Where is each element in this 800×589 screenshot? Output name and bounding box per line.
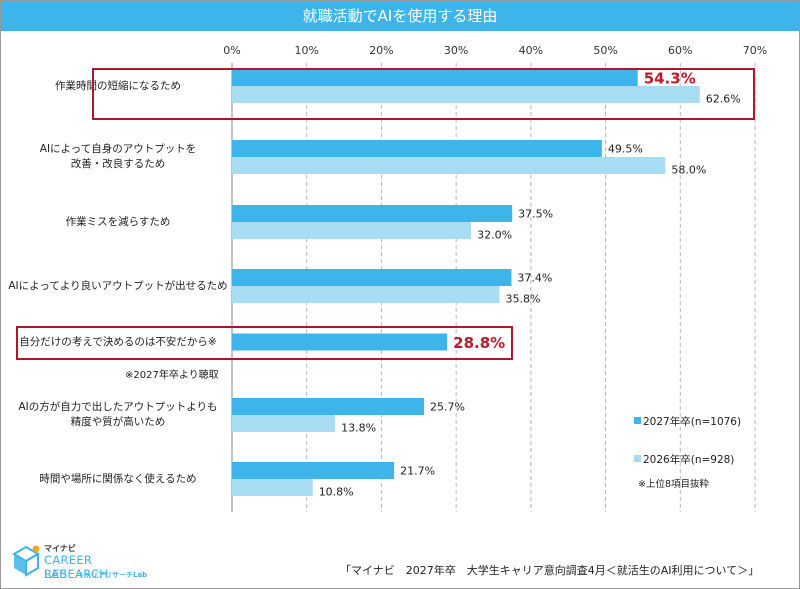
data-label-2027: 28.8% (453, 334, 505, 352)
data-label-2026: 10.8% (319, 486, 354, 499)
logo-cube-icon (12, 545, 40, 577)
legend-label-2027: 2027年卒(n=1076) (643, 416, 742, 428)
data-label-2026: 32.0% (477, 229, 512, 242)
bar-2027 (232, 205, 513, 222)
bar-2027 (232, 462, 395, 479)
data-label-2026: 58.0% (671, 164, 706, 177)
bar-2027 (232, 269, 512, 286)
data-label-2026: 13.8% (341, 422, 376, 435)
bar-2026 (232, 86, 700, 103)
logo-sub-text: キャリアリサーチLab (77, 571, 148, 579)
category-note: ※2027年卒より聴取 (125, 370, 219, 381)
x-tick-label: 0% (223, 44, 240, 57)
category-label: 作業時間の短縮になるため (55, 79, 181, 92)
chart-title: 就職活動でAIを使用する理由 (1, 1, 799, 31)
data-label-2027: 21.7% (400, 465, 435, 478)
highlight-box-0 (92, 68, 755, 120)
data-label-2027: 49.5% (608, 143, 643, 156)
x-tick-label: 60% (668, 44, 692, 57)
category-label: AIによってより良いアウトプットが出せるため (8, 279, 228, 292)
data-label-2027: 54.3% (644, 70, 696, 88)
bar-2026 (232, 157, 666, 174)
bar-2027 (232, 398, 425, 415)
legend-label-2026: 2026年卒(n=928) (643, 454, 735, 466)
x-tick-label: 10% (294, 44, 318, 57)
x-tick-label: 70% (743, 44, 767, 57)
data-label-2027: 37.5% (518, 208, 553, 221)
data-label-2027: 25.7% (430, 401, 465, 414)
data-label-2026: 62.6% (706, 93, 741, 106)
bar-2027 (232, 69, 638, 86)
category-label: AIの方が自力で出したアウトプットよりも 精度や質が高いため (18, 401, 218, 428)
bar-2027 (232, 140, 602, 157)
footnote: ※上位8項目抜粋 (638, 479, 710, 490)
bar-2026 (232, 479, 313, 496)
source-citation: 「マイナビ 2027年卒 大学生キャリア意向調査4月＜就活生のAI利用について＞… (340, 564, 760, 577)
bar-2026 (232, 415, 336, 432)
logo: マイナビ CAREER RESEARCH LAB キャリアリサーチLab (10, 543, 160, 585)
highlight-box-4 (16, 326, 513, 360)
logo-line1: CAREER RESEARCH (44, 553, 109, 581)
category-label: 作業ミスを減らすため (65, 215, 171, 228)
bar-2026 (232, 286, 500, 303)
x-tick-label: 50% (593, 44, 617, 57)
bar-2026 (232, 222, 472, 239)
legend-item-2026: 2026年卒(n=928) (634, 452, 734, 467)
data-label-2027: 37.4% (517, 272, 552, 285)
x-tick-label: 20% (369, 44, 393, 57)
legend-swatch-2027 (634, 417, 641, 424)
category-label: 自分だけの考えで決めるのは不安だから※ (19, 335, 217, 348)
bar-2027 (232, 333, 448, 351)
x-tick-label: 40% (519, 44, 543, 57)
data-label-2026: 35.8% (505, 293, 540, 306)
logo-top-text: マイナビ (44, 544, 76, 553)
x-tick-label: 30% (444, 44, 468, 57)
logo-line2: LAB (44, 567, 68, 581)
legend-swatch-2026 (634, 455, 641, 462)
category-label: AIによって自身のアウトプットを 改善・改良するため (39, 143, 197, 170)
legend-item-2027: 2027年卒(n=1076) (634, 414, 741, 429)
category-label: 時間や場所に関係なく使えるため (39, 472, 197, 485)
